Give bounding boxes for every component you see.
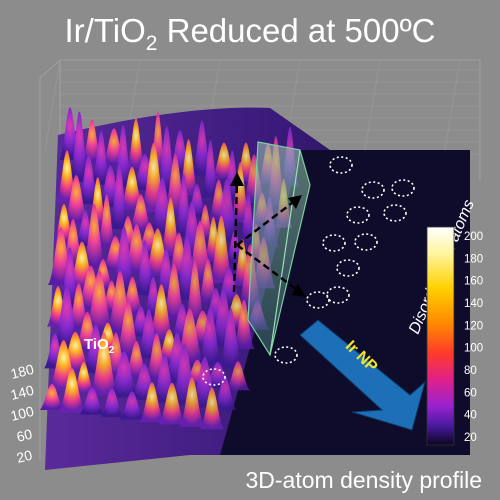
gridline (364, 59, 381, 151)
density-peak (39, 383, 65, 410)
density-peak (230, 162, 251, 223)
colorbar-tick-label: 40 (464, 410, 477, 422)
figure-title: Ir/TiO2 Reduced at 500ºC (64, 12, 435, 55)
density-peak (79, 387, 105, 415)
ti-atom-circle (322, 234, 346, 252)
density-peak (109, 163, 130, 229)
interface-plane (247, 141, 311, 357)
footer-label: 3D-atom density profile (246, 467, 483, 493)
ti-atom-circle (202, 368, 226, 386)
colorbar-tick-label: 20 (464, 432, 477, 444)
density-peak (91, 130, 112, 185)
density-peak (115, 301, 142, 357)
density-peak (100, 387, 124, 418)
density-peak (53, 285, 81, 349)
density-peak (197, 258, 219, 303)
density-peak (208, 215, 234, 284)
ti-atom-circle (336, 259, 360, 277)
ti-atom-circle (361, 181, 385, 199)
interface-plane-edge (269, 149, 301, 356)
density-peak (97, 194, 117, 249)
gridline (44, 59, 61, 151)
density-peak (69, 111, 90, 183)
colorbar-tick-label: 100 (464, 343, 483, 355)
colorbar-tick-label: 180 (464, 253, 483, 265)
ti-atom-circle (354, 233, 378, 251)
density-peak (225, 361, 251, 391)
density-peak (158, 382, 186, 425)
ti-atom-circle (326, 286, 350, 304)
density-peak (179, 377, 205, 427)
colorbar-tick-label: 200 (464, 231, 483, 243)
colorbar: 200 180 160 140 120 100 80 60 40 20 (426, 226, 483, 446)
colorbar-tick-label: 160 (464, 276, 483, 288)
density-peak (126, 118, 146, 168)
density-peak (72, 361, 95, 393)
ti-atom-circle (391, 179, 415, 197)
density-peak (184, 259, 206, 323)
density-peak (139, 382, 165, 422)
ti-atom-circle (306, 291, 330, 309)
density-peak (162, 263, 187, 320)
colorbar-tick-label: 60 (464, 387, 477, 399)
ti-atom-circle (346, 206, 370, 224)
density-peak (134, 240, 156, 296)
ti-atom-circle (274, 346, 298, 364)
direction-arrows (232, 179, 301, 293)
colorbar-tick-label: 80 (464, 365, 477, 377)
colorbar-tick-label: 140 (464, 298, 483, 310)
density-peak (128, 194, 153, 232)
density-peak (197, 306, 223, 366)
density-peak (218, 308, 243, 369)
density-peak (148, 284, 175, 340)
disordered-ti-markers (202, 156, 415, 386)
left-axis-tick: 140 (9, 382, 36, 403)
left-axis-tick: 180 (9, 361, 36, 382)
density-peak (78, 154, 100, 205)
density-peak (82, 203, 107, 268)
colorbar-ticks: 200 180 160 140 120 100 80 60 40 20 (464, 231, 483, 444)
density-peaks (39, 107, 300, 430)
left-axis-tick: 60 (15, 426, 34, 445)
density-peak (199, 387, 225, 430)
density-peak (81, 119, 103, 163)
density-peak (233, 299, 255, 349)
gridline (444, 59, 461, 151)
ti-atom-circle (329, 156, 353, 174)
tio2-label: TiO2 (84, 336, 115, 356)
density-peak (119, 391, 145, 420)
colorbar-gradient (426, 226, 455, 446)
density-peak (84, 270, 115, 332)
density-peak (88, 332, 119, 396)
colorbar-tick-label: 120 (464, 320, 483, 332)
left-axis-tick: 20 (15, 447, 34, 466)
density-peak (108, 351, 140, 398)
arrow-heads (230, 172, 306, 297)
left-axis-tick: 100 (9, 403, 36, 424)
density-peak (63, 174, 90, 224)
density-peak (201, 139, 220, 198)
density-peak (213, 375, 237, 410)
ti-atom-circle (383, 204, 407, 222)
left-axis: 180 140 100 60 20 (9, 361, 36, 466)
density-peak (58, 368, 86, 413)
